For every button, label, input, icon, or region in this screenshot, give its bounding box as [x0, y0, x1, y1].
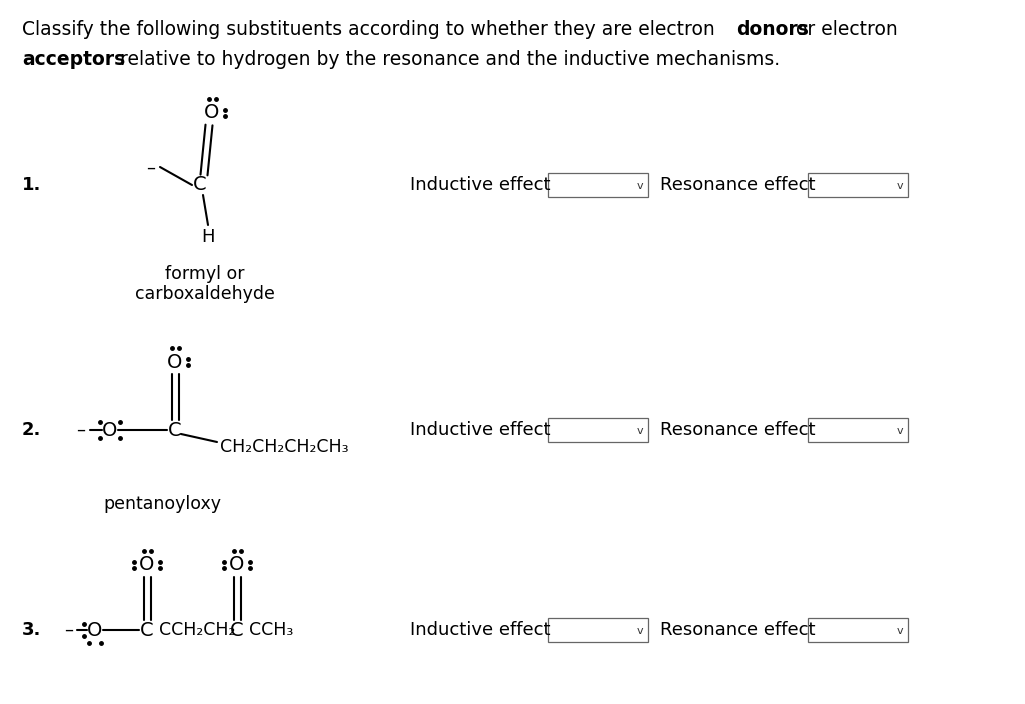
FancyBboxPatch shape [548, 173, 648, 197]
Text: C: C [231, 620, 244, 639]
FancyBboxPatch shape [808, 618, 908, 642]
Text: –: – [64, 621, 73, 639]
Text: 2.: 2. [22, 421, 41, 439]
Text: donors: donors [736, 20, 809, 39]
Text: C: C [140, 620, 154, 639]
Text: H: H [201, 228, 215, 246]
Text: Resonance effect: Resonance effect [660, 621, 816, 639]
Text: –: – [146, 159, 155, 177]
Text: formyl or: formyl or [165, 265, 245, 283]
Text: pentanoyloxy: pentanoyloxy [102, 495, 221, 513]
Text: O: O [139, 555, 155, 574]
Text: O: O [230, 555, 245, 574]
Text: relative to hydrogen by the resonance and the inductive mechanisms.: relative to hydrogen by the resonance an… [114, 50, 780, 69]
Text: O: O [87, 620, 102, 639]
Text: Classify the following substituents according to whether they are electron: Classify the following substituents acco… [22, 20, 721, 39]
FancyBboxPatch shape [808, 418, 908, 442]
FancyBboxPatch shape [548, 618, 648, 642]
Text: C: C [168, 420, 181, 439]
Text: O: O [102, 420, 118, 439]
Text: Inductive effect: Inductive effect [410, 621, 550, 639]
FancyBboxPatch shape [548, 418, 648, 442]
Text: CCH₂CH₂: CCH₂CH₂ [159, 621, 236, 639]
FancyBboxPatch shape [808, 173, 908, 197]
Text: v: v [637, 426, 644, 436]
Text: v: v [897, 181, 903, 191]
Text: Inductive effect: Inductive effect [410, 421, 550, 439]
Text: Resonance effect: Resonance effect [660, 421, 816, 439]
Text: Resonance effect: Resonance effect [660, 176, 816, 194]
Text: v: v [637, 181, 644, 191]
Text: v: v [897, 426, 903, 436]
Text: 1.: 1. [22, 176, 41, 194]
Text: C: C [193, 175, 207, 194]
Text: 3.: 3. [22, 621, 41, 639]
Text: acceptors: acceptors [22, 50, 125, 69]
Text: carboxaldehyde: carboxaldehyde [135, 285, 275, 303]
Text: v: v [897, 626, 903, 636]
Text: –: – [76, 421, 85, 439]
Text: CCH₃: CCH₃ [249, 621, 293, 639]
Text: Inductive effect: Inductive effect [410, 176, 550, 194]
Text: CH₂CH₂CH₂CH₃: CH₂CH₂CH₂CH₃ [220, 438, 348, 456]
Text: or electron: or electron [790, 20, 898, 39]
Text: v: v [637, 626, 644, 636]
Text: O: O [167, 353, 182, 372]
Text: O: O [204, 103, 219, 122]
